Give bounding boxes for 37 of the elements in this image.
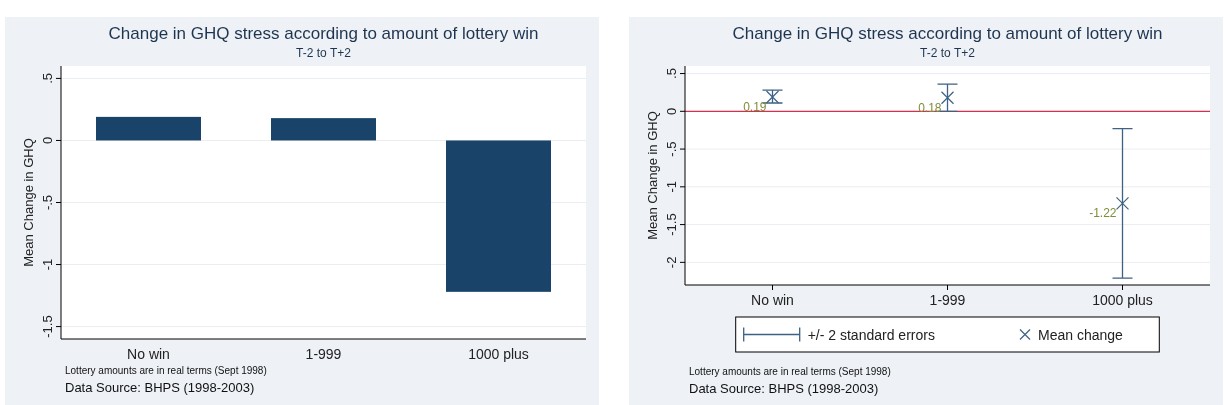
x-tick-label: 1000 plus [468, 346, 529, 362]
x-tick-label: No win [127, 346, 170, 362]
y-tick-label: 0 [664, 107, 679, 115]
y-axis-title: Mean Change in GHQ [645, 111, 660, 240]
bar [271, 118, 376, 141]
bar [96, 116, 201, 141]
data-label: 0.19 [743, 99, 767, 114]
y-tick-label: -1 [664, 181, 679, 193]
point [940, 91, 955, 105]
chart-subtitle: T-2 to T+2 [296, 46, 352, 60]
y-tick-label: -.5 [664, 141, 679, 157]
x-tick-label: 1-999 [929, 292, 966, 308]
chart-title: Change in GHQ stress according to amount of lottery win [108, 24, 539, 43]
data-label: 0.18 [918, 100, 942, 115]
chart-subtitle: T-2 to T+2 [920, 46, 976, 60]
x-tick-label: No win [751, 292, 794, 308]
y-tick-label: 0 [40, 136, 55, 145]
y-tick-label: -1.5 [40, 315, 55, 338]
point [1115, 196, 1130, 211]
source-note: Data Source: BHPS (1998-2003) [65, 380, 255, 395]
y-tick-label: .5 [40, 72, 55, 84]
source-note: Data Source: BHPS (1998-2003) [689, 381, 879, 396]
y-tick-label: -.5 [40, 194, 55, 211]
y-tick-label: .5 [664, 68, 679, 79]
legend-label: Mean change [1038, 326, 1124, 343]
text: Lottery amounts are in real terms (Sept 1998) [689, 366, 891, 377]
legend-title: +/- 2 standard errors [807, 326, 935, 343]
y-tick-label: -1.5 [664, 213, 679, 236]
y-axis-title: Mean Change in GHQ [21, 138, 36, 267]
y-tick-label: -2 [664, 256, 679, 269]
x-tick-label: 1-999 [305, 346, 342, 362]
bar [446, 140, 551, 292]
y-tick-label: -1 [40, 258, 55, 271]
x-tick-label: 1000 plus [1092, 292, 1153, 308]
data-label: -1.22 [1089, 206, 1117, 221]
text: Lottery amounts are in real terms (Sept 1998) [65, 365, 267, 376]
chart-title: Change in GHQ stress according to amount of lottery win [732, 24, 1163, 43]
